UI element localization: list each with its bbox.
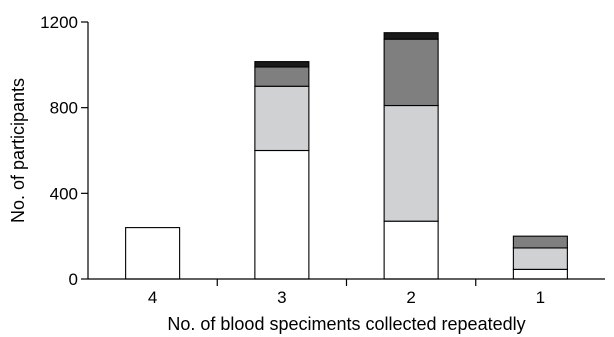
y-tick-label: 800 [50, 99, 78, 118]
x-ticks: 4 3 2 1 [148, 279, 545, 307]
y-tick-label: 1200 [40, 13, 78, 32]
y-tick-label: 0 [69, 270, 78, 289]
bar-segment-3 [254, 66, 310, 87]
bar-segment-2 [383, 104, 439, 222]
bar-segment-2 [254, 85, 310, 152]
x-tick-label: 4 [148, 288, 157, 307]
bar-segment-4 [383, 32, 439, 40]
bar-segment-4 [254, 61, 310, 68]
x-tick-label: 2 [406, 288, 415, 307]
bar-segment-1 [254, 149, 310, 280]
x-tick-label: 1 [536, 288, 545, 307]
y-axis-title: No. of participants [8, 78, 28, 223]
x-axis-title: No. of blood speciments collected repeat… [167, 314, 525, 334]
y-tick-label: 400 [50, 184, 78, 203]
bar-segment-2 [512, 247, 568, 270]
bar-segment-3 [383, 38, 439, 107]
y-ticks: 0 400 800 1200 [40, 13, 88, 289]
bar-segment-1 [125, 227, 181, 280]
bar-segment-1 [512, 268, 568, 280]
x-tick-label: 3 [277, 288, 286, 307]
bar-segment-3 [512, 235, 568, 249]
bar-segment-1 [383, 220, 439, 280]
bars-layer [125, 32, 568, 280]
